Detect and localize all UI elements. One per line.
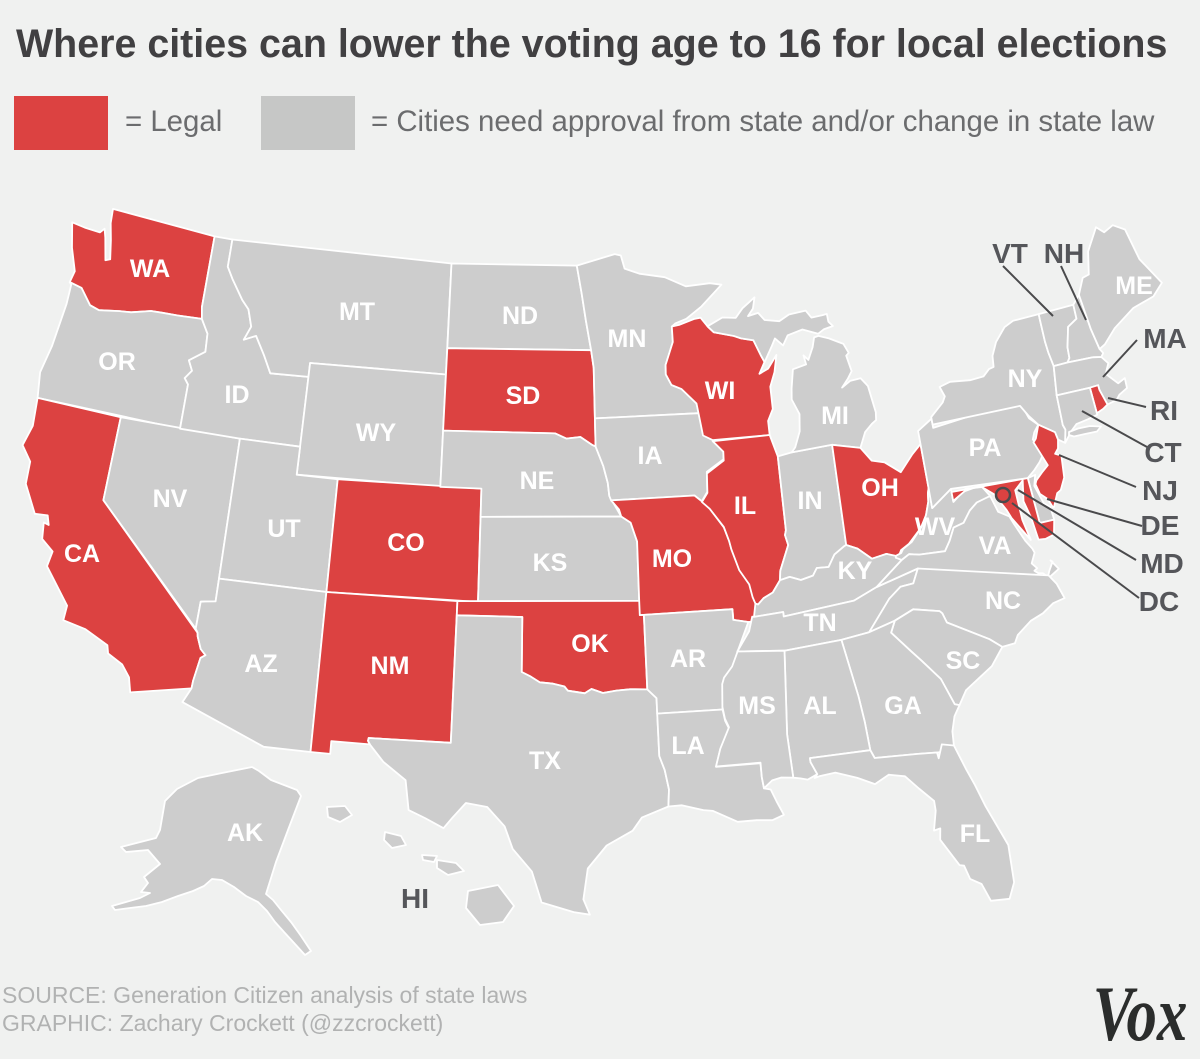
- svg-text:TX: TX: [529, 747, 561, 775]
- svg-text:WV: WV: [915, 513, 956, 541]
- svg-text:GA: GA: [884, 692, 922, 720]
- svg-text:MA: MA: [1143, 323, 1187, 354]
- svg-text:FL: FL: [960, 820, 991, 848]
- svg-text:OH: OH: [861, 474, 899, 502]
- svg-text:IL: IL: [734, 492, 756, 520]
- svg-text:WA: WA: [130, 255, 170, 283]
- svg-text:MI: MI: [821, 402, 849, 430]
- svg-text:WI: WI: [705, 377, 736, 405]
- svg-text:AZ: AZ: [244, 650, 277, 678]
- svg-text:MO: MO: [652, 545, 692, 573]
- svg-text:RI: RI: [1150, 395, 1178, 426]
- svg-text:MD: MD: [1140, 548, 1184, 579]
- svg-text:CT: CT: [1144, 437, 1181, 468]
- svg-text:KS: KS: [533, 549, 568, 577]
- svg-text:CO: CO: [387, 529, 425, 557]
- svg-text:ME: ME: [1115, 272, 1153, 300]
- svg-text:SD: SD: [506, 382, 541, 410]
- svg-text:DE: DE: [1141, 510, 1180, 541]
- svg-text:ND: ND: [502, 302, 538, 330]
- svg-text:CA: CA: [64, 540, 100, 568]
- svg-text:VT: VT: [992, 238, 1028, 269]
- svg-text:IN: IN: [798, 487, 823, 515]
- svg-text:MN: MN: [608, 325, 647, 353]
- svg-text:AR: AR: [670, 645, 706, 673]
- svg-text:KY: KY: [838, 557, 873, 585]
- svg-text:NY: NY: [1008, 365, 1043, 393]
- svg-text:DC: DC: [1139, 586, 1179, 617]
- svg-text:HI: HI: [401, 883, 429, 914]
- svg-text:OR: OR: [98, 348, 136, 376]
- svg-text:WY: WY: [356, 419, 397, 447]
- svg-text:AL: AL: [803, 692, 836, 720]
- svg-text:NJ: NJ: [1142, 475, 1178, 506]
- svg-text:MS: MS: [738, 692, 776, 720]
- svg-text:NM: NM: [371, 652, 410, 680]
- svg-text:IA: IA: [638, 442, 663, 470]
- svg-text:ID: ID: [225, 381, 250, 409]
- svg-text:NV: NV: [153, 485, 188, 513]
- svg-text:UT: UT: [267, 515, 300, 543]
- svg-text:NE: NE: [520, 467, 555, 495]
- svg-text:LA: LA: [671, 732, 704, 760]
- svg-text:VA: VA: [979, 532, 1012, 560]
- svg-text:SC: SC: [946, 647, 981, 675]
- svg-text:NH: NH: [1044, 238, 1084, 269]
- svg-text:TN: TN: [803, 609, 836, 637]
- svg-text:PA: PA: [969, 434, 1002, 462]
- svg-text:NC: NC: [985, 587, 1021, 615]
- svg-text:MT: MT: [339, 298, 375, 326]
- svg-text:AK: AK: [227, 819, 263, 847]
- svg-text:OK: OK: [571, 630, 609, 658]
